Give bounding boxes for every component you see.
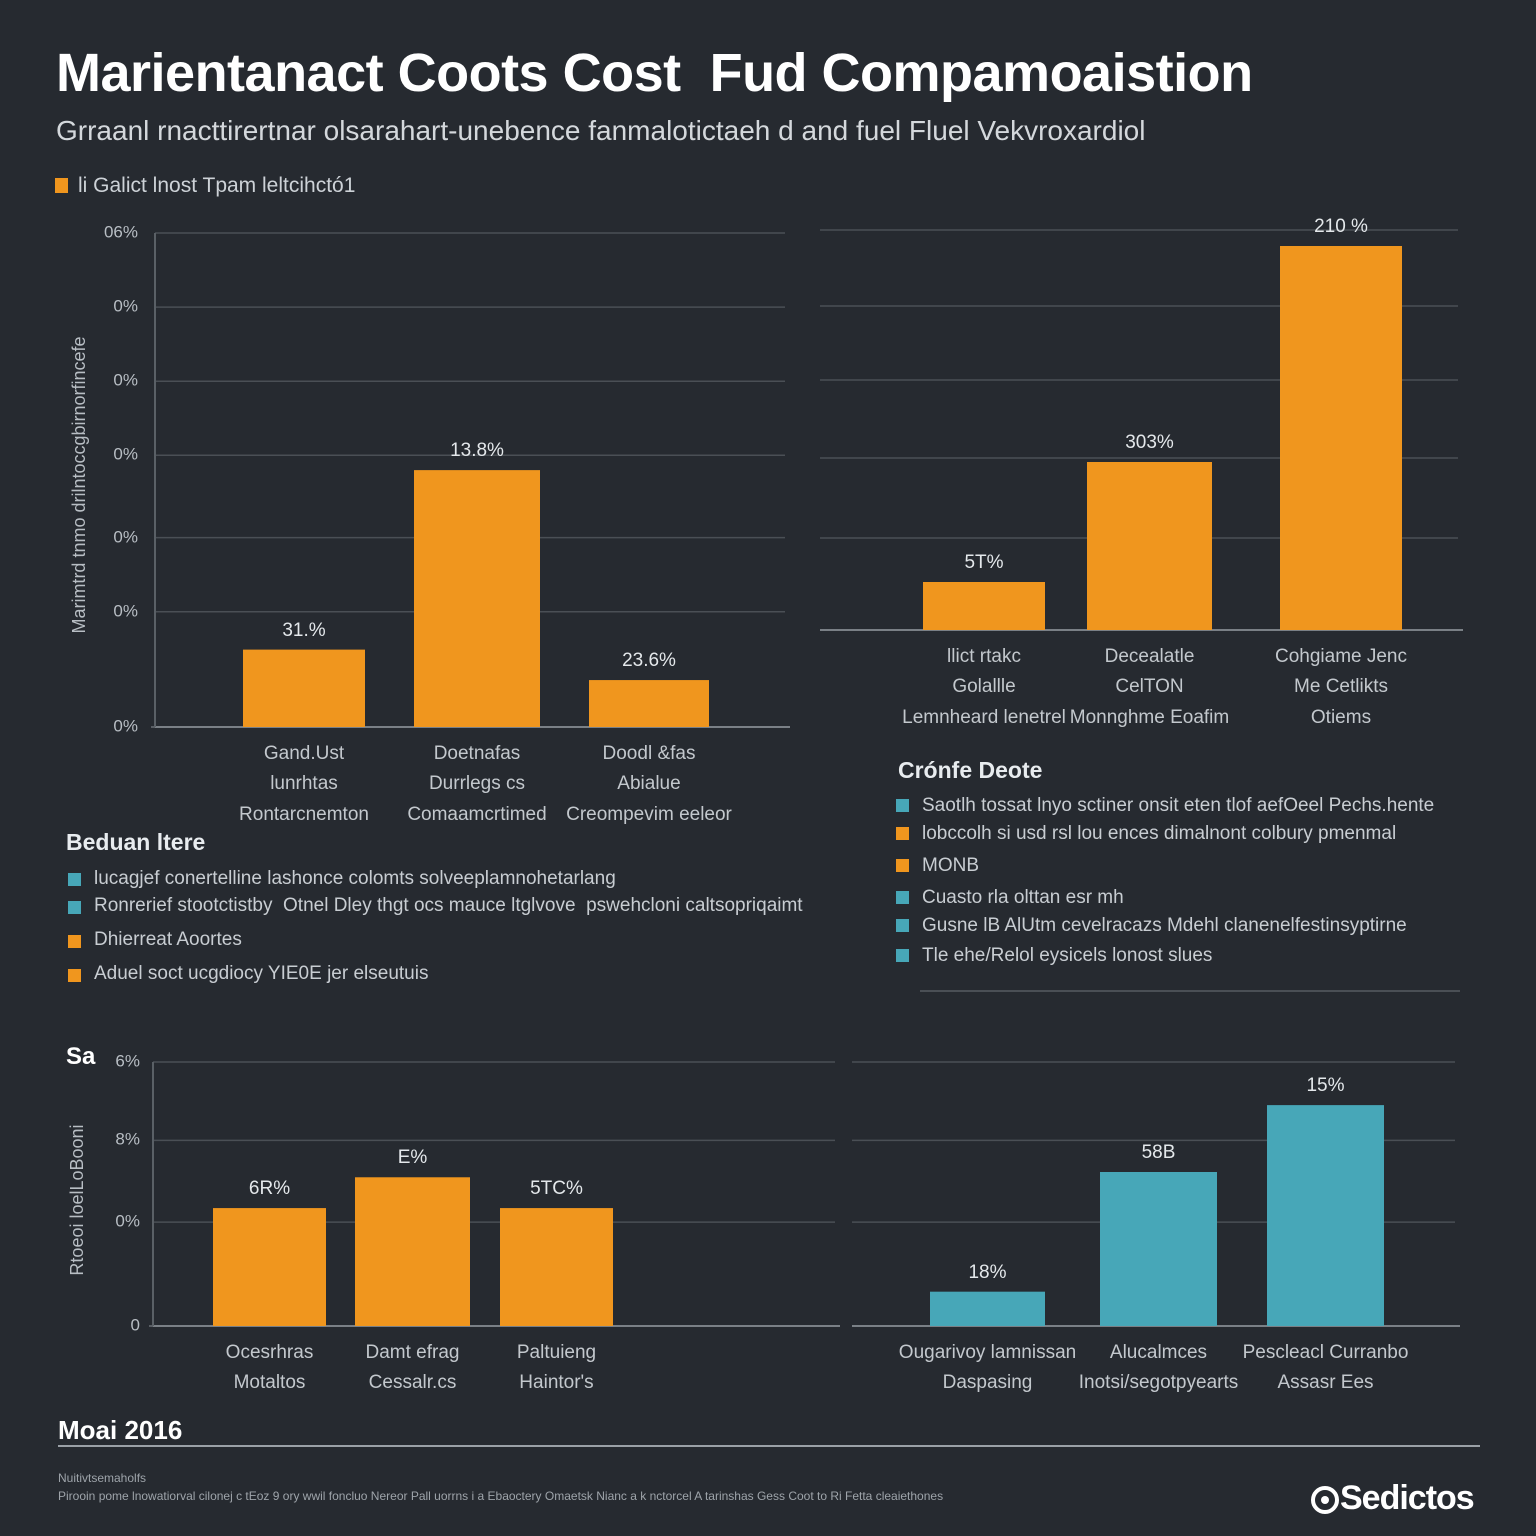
note: Tle ehe/Relol eysicels lonost slues <box>922 945 1213 966</box>
x-tick-label: Ocesrhras Motaltos <box>225 1342 314 1394</box>
y-tick-label: 6% <box>115 1051 140 1071</box>
bar <box>414 470 540 727</box>
data-label: 13.8% <box>450 440 504 462</box>
bar <box>1087 462 1212 630</box>
footer-year: Moai 2016 <box>58 1415 183 1445</box>
note: Ronrerief stootctistby Otnel Dley thgt o… <box>94 895 803 916</box>
bar <box>1280 246 1402 630</box>
data-label: 6R% <box>248 1178 291 1200</box>
data-label: 23.6% <box>622 650 676 672</box>
data-label: 15% <box>1306 1075 1345 1097</box>
y-axis-title: Marimtrd tnmo drilntoccgbirnorfincefe <box>69 336 90 634</box>
y-tick-label: 0 <box>130 1315 140 1335</box>
x-tick-label: Cohgiame Jenc Me Cetlikts Otiems <box>1274 646 1408 728</box>
note: Aduel soct ucgdiocy YIE0E jer elseutuis <box>94 963 429 984</box>
data-label: 18% <box>968 1261 1007 1283</box>
x-tick-label: Damt efrag Cessalr.cs <box>365 1342 460 1394</box>
bar <box>243 649 365 727</box>
data-label: E% <box>397 1147 428 1169</box>
note: Dhierreat Aoortes <box>94 929 242 950</box>
brand: Sedictos <box>1340 1479 1475 1517</box>
data-label: 303% <box>1125 432 1174 454</box>
note: Saotlh tossat lnyo sctiner onsit eten tl… <box>922 795 1435 816</box>
y-tick-label: 0% <box>113 527 138 547</box>
source-text: Pirooin pome lnowatiorval cilonej c tEoz… <box>58 1489 944 1503</box>
data-label: 210 % <box>1314 216 1368 238</box>
note-swatch <box>896 949 909 962</box>
x-tick-label: llict rtakc Golallle Lemnheard lenetrel <box>902 646 1066 728</box>
brand-icon-dot <box>1321 1496 1329 1504</box>
y-tick-label: 0% <box>113 370 138 390</box>
x-tick-label: Gand.Ust lunrhtas Rontarcnemton <box>239 743 369 825</box>
data-label: 5TC% <box>530 1178 583 1200</box>
x-tick-label: Doodl &fas Abialue Creompevim eeleor <box>566 743 732 825</box>
x-tick-label: Ougarivoy lamnissan Daspasing <box>898 1342 1077 1394</box>
note: lucagjef conertelline lashonce colomts s… <box>94 868 616 889</box>
source-label: Nuitivtsemaholfs <box>58 1471 147 1485</box>
y-tick-label: 0% <box>115 1211 140 1231</box>
data-label: 31.% <box>282 619 326 641</box>
brand-icon <box>1311 1486 1339 1514</box>
bar <box>500 1208 613 1326</box>
y-tick-label: 0% <box>113 716 138 736</box>
y-axis-title: Rtoeoi loelLoBooni <box>67 1124 88 1276</box>
y-tick-label: 0% <box>113 601 138 621</box>
y-tick-label: 06% <box>103 222 138 242</box>
note-swatch <box>896 919 909 932</box>
bar <box>1100 1172 1217 1326</box>
note-swatch <box>896 891 909 904</box>
chart-title: Sa <box>66 1043 96 1070</box>
notes-heading: Crónfe Deote <box>898 757 1043 783</box>
note: Gusne lB AlUtm cevelracazs Mdehl clanene… <box>922 915 1407 936</box>
bar <box>923 582 1045 630</box>
page-subtitle: Grraanl rnacttirertnar olsarahart-uneben… <box>56 115 1146 146</box>
x-tick-label: Pescleacl Curranbo Assasr Ees <box>1242 1342 1409 1394</box>
note-swatch <box>68 969 81 982</box>
note-swatch <box>68 873 81 886</box>
bar <box>1267 1105 1384 1326</box>
bar <box>355 1177 470 1326</box>
y-tick-label: 0% <box>113 444 138 464</box>
note: MONB <box>922 855 979 876</box>
data-label: 5T% <box>964 552 1004 574</box>
x-tick-label: Decealatle CelTON Monnghme Eoafim <box>1069 646 1230 728</box>
x-tick-label: Alucalmces Inotsi/segotpyearts <box>1078 1342 1239 1394</box>
y-tick-label: 0% <box>113 296 138 316</box>
bar <box>589 680 709 727</box>
data-label: 58B <box>1141 1142 1176 1164</box>
note: Cuasto rla olttan esr mh <box>922 887 1124 908</box>
notes-heading: Beduan ltere <box>66 829 206 855</box>
bar <box>930 1291 1045 1326</box>
note-swatch <box>896 859 909 872</box>
legend-label: li Galict lnost Tpam leltcihctó1 <box>78 174 356 197</box>
x-tick-label: Paltuieng Haintor's <box>516 1342 597 1394</box>
bar <box>213 1208 326 1326</box>
x-tick-label: Doetnafas Durrlegs cs Comaamcrtimed <box>407 743 547 825</box>
note-swatch <box>896 827 909 840</box>
legend-swatch <box>55 178 68 193</box>
note-swatch <box>68 901 81 914</box>
page-title: Marientanact Coots Cost Fud Compamoaisti… <box>56 43 1253 103</box>
note: lobccolh si usd rsl lou ences dimalnont … <box>922 823 1397 844</box>
note-swatch <box>68 935 81 948</box>
note-swatch <box>896 799 909 812</box>
y-tick-label: 8% <box>115 1129 140 1149</box>
